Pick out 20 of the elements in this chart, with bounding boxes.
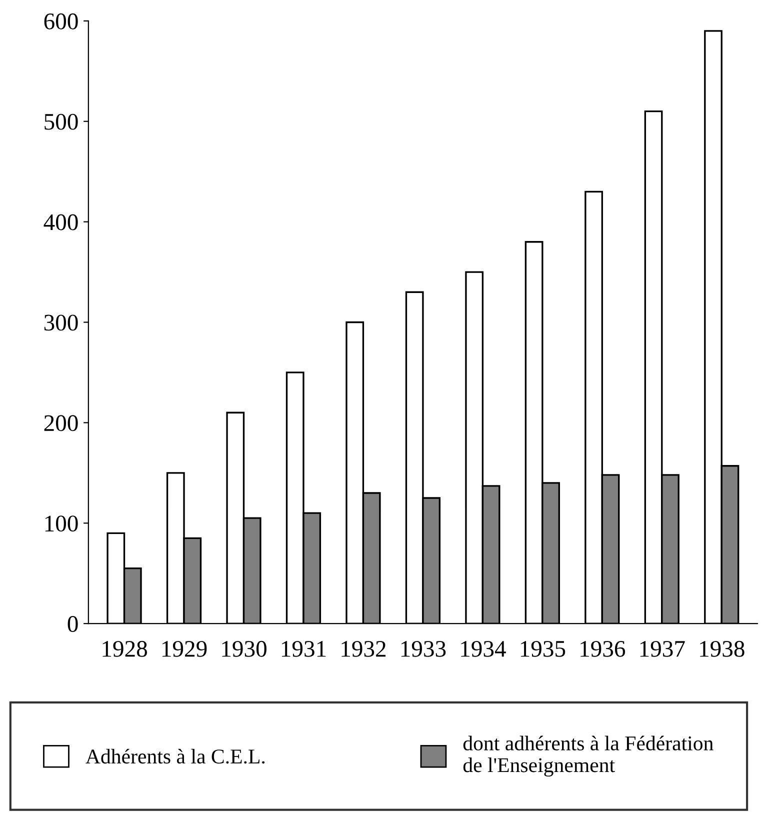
y-tick-label: 0 [68,616,78,632]
legend-label: dont adhérents à la Fédération de l'Enseignement [463,736,714,777]
y-tick-label: 300 [44,314,78,331]
x-tick-label: 1933 [401,640,446,657]
y-tick-label: 200 [44,415,78,432]
y-tick-label: 100 [45,516,78,532]
y-tick-label: 500 [44,114,78,130]
x-tick-label: 1938 [700,640,744,657]
x-tick-label: 1931 [282,640,326,657]
y-tick-label: 600 [44,13,78,30]
x-tick-label: 1928 [102,640,147,657]
x-tick-label: 1936 [580,640,626,657]
x-tick-label: 1934 [461,640,506,657]
x-tick-label: 1929 [162,640,207,657]
x-tick-label: 1932 [342,640,386,657]
y-tick-label: 400 [44,214,78,230]
legend-label: Adhérents à la C.E.L. [86,748,265,764]
x-tick-label: 1930 [222,640,266,657]
x-tick-label: 1935 [520,640,566,657]
x-tick-label: 1937 [640,640,685,657]
